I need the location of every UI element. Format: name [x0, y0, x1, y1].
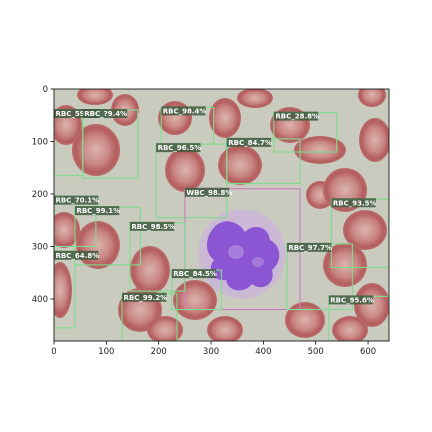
- detection-labels: RBC_59.4%RBC_?9.4% RBC_98.4% RBC_28.8% RBC_…: [54, 106, 377, 305]
- detection-label-bg-7: [54, 195, 99, 205]
- detection-label-bg-4: [226, 137, 272, 147]
- detection-label-9: RBC_98.5%: [131, 223, 175, 231]
- blood-smear-image: [54, 89, 389, 341]
- x-tick-label-2: 200: [151, 347, 167, 357]
- x-tick-label-1: 100: [98, 347, 114, 357]
- detection-label-bg-9: [129, 221, 175, 231]
- y-tick-label-4: 400: [32, 295, 48, 305]
- detection-label-bg-14: [122, 292, 167, 302]
- detection-label-bg-6: [184, 187, 230, 197]
- detection-label-0: RBC_59.4%: [56, 110, 100, 118]
- detection-label-bg-5: [156, 143, 201, 153]
- x-tick-label-6: 600: [360, 347, 376, 357]
- detection-label-bg-11: [286, 242, 332, 252]
- detection-label-10: RBC_93.5%: [333, 199, 377, 207]
- detection-label-bg-3: [273, 111, 319, 121]
- detection-label-bg-1: [82, 109, 128, 118]
- detection-label-1: RBC_?9.4%: [84, 110, 127, 118]
- detection-label-7: RBC_70.1%: [56, 197, 100, 205]
- detection-label-12: RBC_64.8%: [56, 252, 100, 260]
- x-tick-label-0: 0: [51, 347, 56, 357]
- detection-label-3: RBC_28.8%: [275, 113, 319, 121]
- detection-label-14: RBC_99.2%: [124, 294, 168, 302]
- white-blood-cell: [198, 209, 286, 299]
- detection-label-13: RBC_84.5%: [173, 270, 217, 278]
- detection-label-bg-15: [328, 295, 374, 305]
- detection-label-15: RBC_95.6%: [330, 296, 374, 304]
- x-tick-label-4: 400: [255, 347, 271, 357]
- detection-label-4: RBC_84.7%: [228, 139, 272, 147]
- detection-label-6: WBC_98.8%: [186, 189, 232, 197]
- x-tick-label-3: 300: [203, 347, 219, 357]
- detection-label-bg-8: [74, 206, 120, 216]
- y-tick-label-2: 200: [32, 190, 48, 200]
- y-tick-label-1: 100: [32, 138, 48, 148]
- detection-label-5: RBC_96.5%: [158, 144, 202, 152]
- detection-label-bg-0: [54, 109, 99, 118]
- detection-label-bg-2: [161, 106, 206, 116]
- detection-label-2: RBC_98.4%: [163, 107, 207, 115]
- axes-frame: [53, 88, 390, 342]
- x-tick-label-5: 500: [308, 347, 324, 357]
- y-tick-label-0: 0: [43, 85, 48, 95]
- detection-label-bg-10: [331, 198, 376, 208]
- x-axis: 0 100 200 300 400 500 600: [51, 341, 376, 357]
- red-blood-cells: [54, 89, 389, 341]
- detection-label-bg-13: [171, 269, 217, 279]
- y-axis: 0 100 200 300 400: [32, 85, 54, 305]
- detection-label-8: RBC_99.1%: [76, 207, 120, 215]
- y-tick-label-3: 300: [32, 243, 48, 253]
- detection-label-bg-12: [54, 250, 99, 260]
- detection-label-11: RBC_97.7%: [288, 244, 332, 252]
